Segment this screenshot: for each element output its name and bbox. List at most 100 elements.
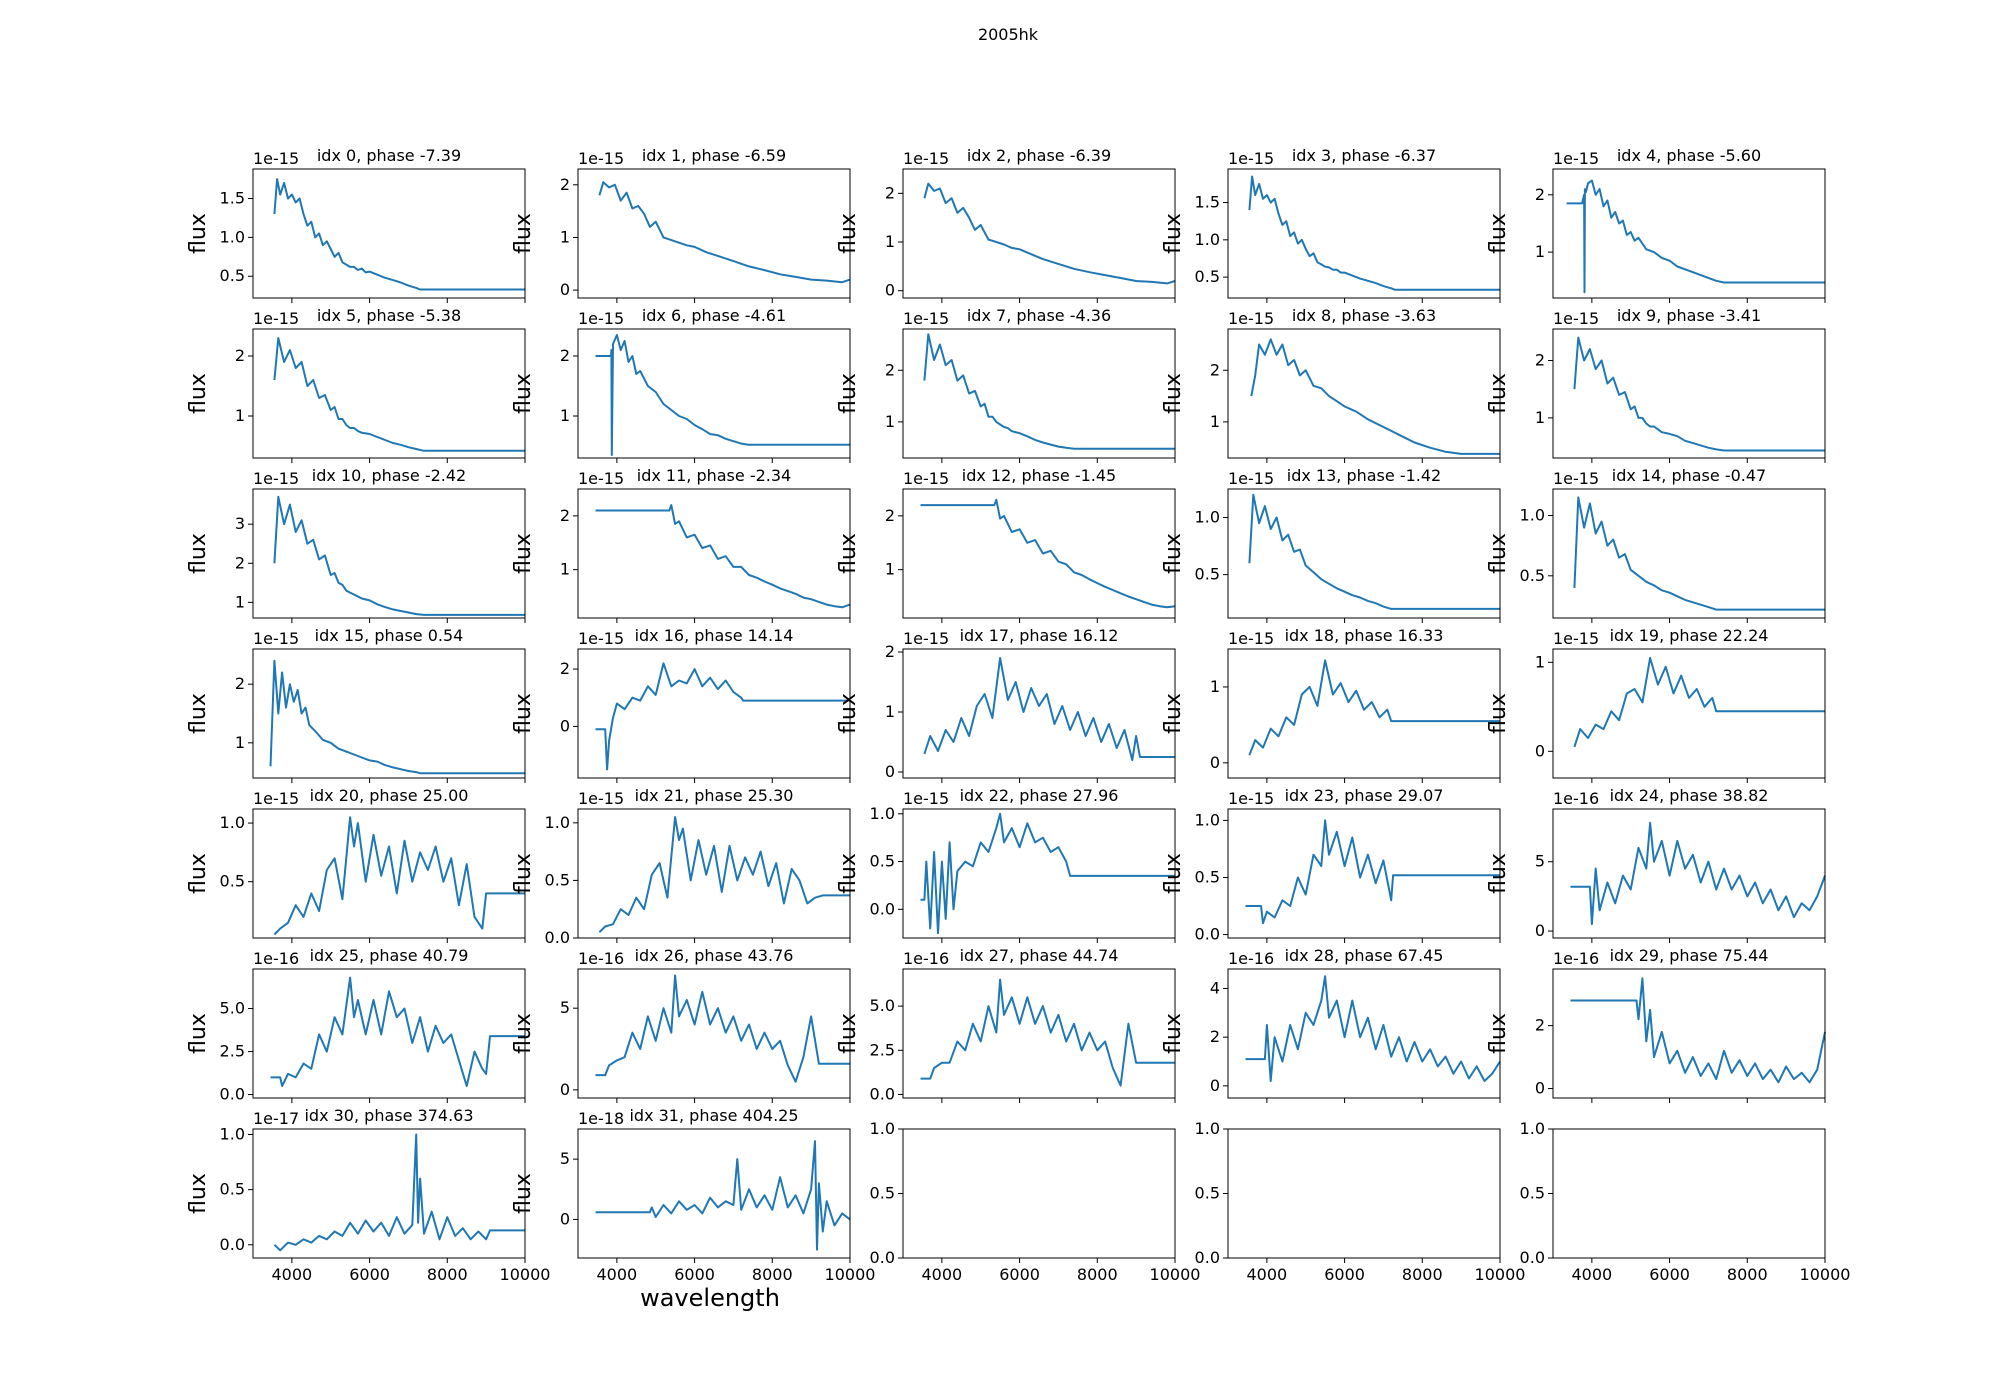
- y-tick-label: 0.5: [1195, 565, 1220, 584]
- y-tick-label: 2: [885, 183, 895, 202]
- series-line-6-0: [595, 334, 850, 456]
- y-tick-label: 0.5: [1195, 1184, 1220, 1203]
- subplot-24: 0 5 1e-16 idx 24, phase 38.82 flux: [1486, 786, 1826, 943]
- y-tick-label: 4: [1210, 978, 1220, 997]
- y-tick-label: 0.0: [220, 1235, 245, 1254]
- subplot-4: 1 2 1e-15 idx 4, phase -5.60 flux: [1486, 146, 1826, 303]
- figure-title: 2005hk: [978, 25, 1039, 44]
- series-line-11-0: [595, 504, 851, 609]
- subplot-7: 1 2 1e-15 idx 7, phase -4.36 flux: [836, 306, 1176, 463]
- y-offset-label: 1e-15: [578, 469, 624, 488]
- y-axis-label: flux: [511, 693, 536, 734]
- subplot-10: 1 2 3 1e-15 idx 10, phase -2.42 flux: [186, 466, 526, 623]
- y-tick-label: 1.0: [220, 227, 245, 246]
- y-tick-label: 0.0: [545, 928, 570, 947]
- series-line-28-0: [1245, 975, 1501, 1082]
- subplot-28: 0 2 4 1e-16 idx 28, phase 67.45 flux: [1161, 946, 1501, 1103]
- series-line-16-0: [595, 662, 850, 771]
- subplot-1: 0 1 2 1e-15 idx 1, phase -6.59 flux: [511, 146, 851, 303]
- axes-frame: [252, 168, 526, 299]
- y-tick-label: 1.0: [545, 813, 570, 832]
- y-axis-label: flux: [836, 533, 861, 574]
- y-tick-label: 1: [235, 592, 245, 611]
- series-line-7-0: [923, 333, 1175, 450]
- y-offset-label: 1e-16: [1553, 949, 1599, 968]
- axes-frame: [902, 968, 1176, 1099]
- subplot-title: idx 29, phase 75.44: [1610, 946, 1769, 965]
- series-line-31-0: [595, 1140, 851, 1251]
- x-tick-label: 4000: [596, 1265, 637, 1284]
- subplot-title: idx 31, phase 404.25: [629, 1106, 798, 1125]
- subplot-title: idx 17, phase 16.12: [960, 626, 1119, 645]
- subplot-17: 0 1 2 1e-15 idx 17, phase 16.12 flux: [836, 626, 1176, 783]
- y-tick-label: 1.0: [220, 1125, 245, 1144]
- x-tick-label: 10000: [825, 1265, 876, 1284]
- subplot-grid: 0.51.01.51e-15 idx 0, phase -7.39flux0121…: [186, 146, 1850, 1284]
- y-axis-label: flux: [1161, 1013, 1186, 1054]
- y-tick-label: 2: [235, 553, 245, 572]
- axes-frame: [1227, 648, 1501, 779]
- subplot-27: 0.0 2.5 5.0 1e-16 idx 27, phase 44.74 flux: [836, 946, 1176, 1103]
- y-tick-label: 1: [1535, 242, 1545, 261]
- y-offset-label: 1e-15: [903, 309, 949, 328]
- y-tick-label: 1.0: [1520, 506, 1545, 525]
- subplot-title: idx 25, phase 40.79: [310, 946, 469, 965]
- axes-frame: [252, 808, 526, 939]
- subplot-19: 0 1 1e-15 idx 19, phase 22.24 flux: [1486, 626, 1826, 783]
- subplot-26: 0 5 1e-16 idx 26, phase 43.76 flux: [511, 946, 851, 1103]
- subplot-title: idx 21, phase 25.30: [635, 786, 794, 805]
- y-tick-label: 0: [560, 1080, 570, 1099]
- axes-frame: [252, 648, 526, 779]
- y-tick-label: 1.0: [1520, 1119, 1545, 1138]
- subplot-33: 4000 6000 8000 10000 0.0 0.5 1.0: [1195, 1119, 1526, 1284]
- axes-frame: [577, 488, 851, 619]
- y-offset-label: 1e-18: [578, 1109, 624, 1128]
- y-axis-label: flux: [1486, 1013, 1511, 1054]
- y-tick-label: 2: [235, 674, 245, 693]
- y-tick-label: 0: [1535, 741, 1545, 760]
- y-tick-label: 0: [1210, 753, 1220, 772]
- y-tick-label: 0.5: [1195, 267, 1220, 286]
- subplot-title: idx 14, phase -0.47: [1612, 466, 1766, 485]
- subplot-title: idx 1, phase -6.59: [642, 146, 786, 165]
- axes-frame: [1552, 328, 1826, 459]
- y-tick-label: 2: [1210, 1027, 1220, 1046]
- y-axis-label: flux: [836, 373, 861, 414]
- y-tick-label: 3: [235, 514, 245, 533]
- y-axis-label: flux: [1161, 373, 1186, 414]
- y-tick-label: 0.0: [870, 1248, 895, 1267]
- y-tick-label: 0.5: [1520, 566, 1545, 585]
- y-axis-label: flux: [511, 853, 536, 894]
- y-tick-label: 1.0: [870, 1119, 895, 1138]
- x-tick-label: 8000: [752, 1265, 793, 1284]
- subplot-9: 1 2 1e-15 idx 9, phase -3.41 flux: [1486, 306, 1826, 463]
- series-line-27-0: [920, 978, 1175, 1087]
- x-tick-label: 8000: [1727, 1265, 1768, 1284]
- series-line-26-0: [595, 974, 850, 1083]
- subplot-30: 4000 6000 8000 10000 0.0 0.5 1.0 1e-17 idx 30, p…: [186, 1106, 550, 1284]
- y-tick-label: 1: [1535, 652, 1545, 671]
- y-tick-label: 1: [885, 560, 895, 579]
- subplot-title: idx 2, phase -6.39: [967, 146, 1111, 165]
- y-tick-label: 2: [560, 506, 570, 525]
- subplot-title: idx 3, phase -6.37: [1292, 146, 1436, 165]
- y-axis-label: flux: [1486, 533, 1511, 574]
- series-line-25-0: [270, 976, 525, 1087]
- subplot-title: idx 18, phase 16.33: [1285, 626, 1444, 645]
- series-line-29-0: [1570, 977, 1826, 1084]
- y-axis-label: flux: [511, 1013, 536, 1054]
- axes-frame: [902, 488, 1176, 619]
- y-offset-label: 1e-15: [903, 789, 949, 808]
- y-offset-label: 1e-15: [1553, 149, 1599, 168]
- subplot-2: 0 1 2 1e-15 idx 2, phase -6.39 flux: [836, 146, 1176, 303]
- y-offset-label: 1e-15: [253, 469, 299, 488]
- y-offset-label: 1e-15: [1553, 469, 1599, 488]
- axes-frame: [902, 168, 1176, 299]
- series-line-4-0: [1566, 179, 1825, 294]
- y-tick-label: 1: [1210, 412, 1220, 431]
- y-axis-label: flux: [1486, 853, 1511, 894]
- y-offset-label: 1e-15: [578, 309, 624, 328]
- subplot-3: 0.5 1.0 1.5 1e-15 idx 3, phase -6.37 flux: [1161, 146, 1501, 303]
- y-tick-label: 5: [1535, 852, 1545, 871]
- y-tick-label: 1: [885, 232, 895, 251]
